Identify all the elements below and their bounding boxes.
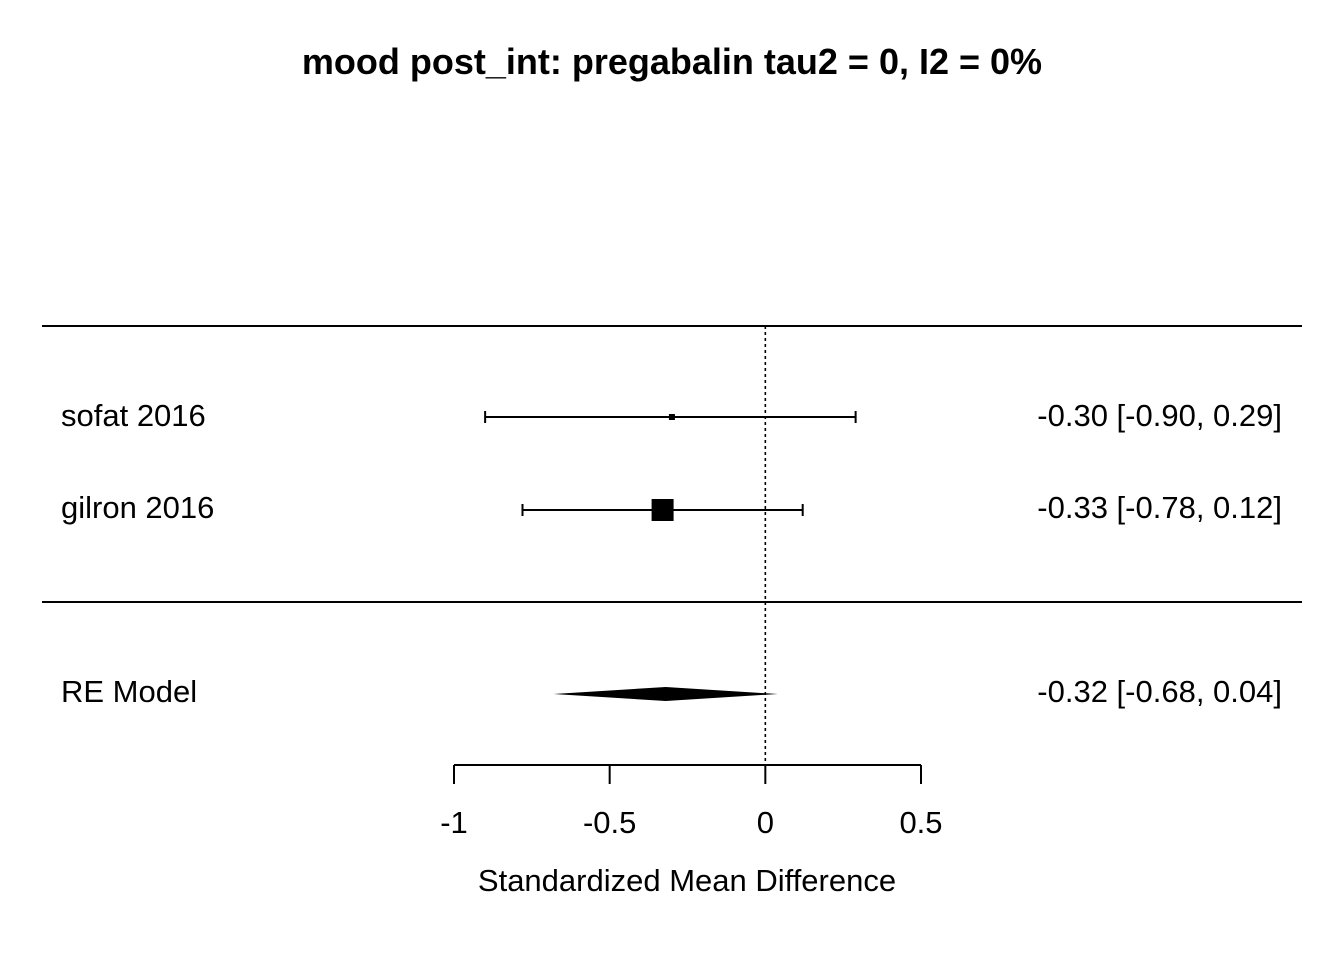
summary-label: RE Model [61, 674, 197, 709]
summary-diamond [553, 687, 778, 701]
study-point-estimate-sofat-2016 [668, 414, 675, 420]
study-label-sofat-2016: sofat 2016 [61, 398, 206, 433]
study-label-gilron-2016: gilron 2016 [61, 490, 214, 525]
study-point-estimate-gilron-2016 [651, 499, 674, 521]
x-axis-label: Standardized Mean Difference [478, 863, 896, 898]
x-axis-tick-label: -1 [440, 805, 468, 840]
study-ci-text-gilron-2016: -0.33 [-0.78, 0.12] [1037, 490, 1282, 525]
x-axis-tick-label: -0.5 [583, 805, 636, 840]
study-ci-text-sofat-2016: -0.30 [-0.90, 0.29] [1037, 398, 1282, 433]
x-axis-tick-label: 0 [757, 805, 774, 840]
chart-title: mood post_int: pregabalin tau2 = 0, I2 =… [302, 41, 1042, 82]
summary-ci-text: -0.32 [-0.68, 0.04] [1037, 674, 1282, 709]
x-axis-tick-label: 0.5 [899, 805, 942, 840]
